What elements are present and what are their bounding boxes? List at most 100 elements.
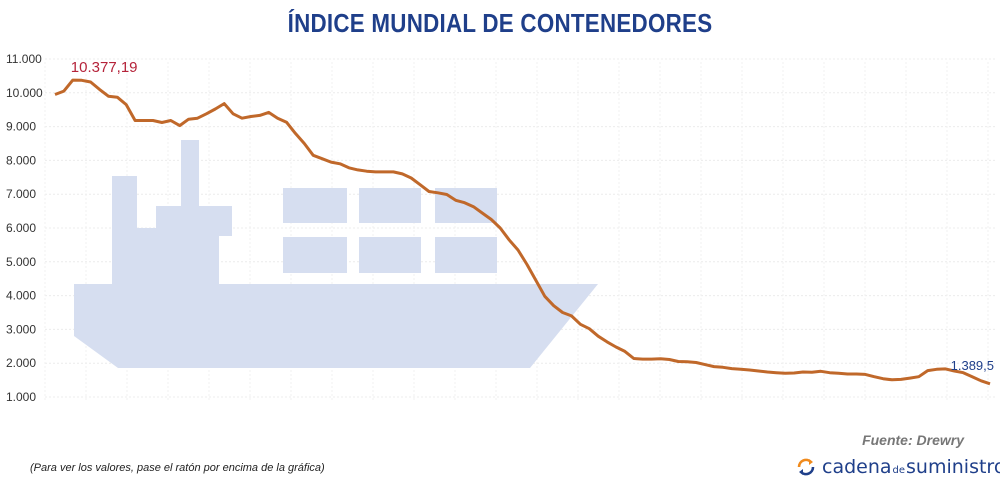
data-point[interactable] [470,203,478,211]
data-point[interactable] [906,374,914,382]
data-point[interactable] [648,355,656,363]
data-point[interactable] [870,373,878,381]
data-point[interactable] [603,338,611,346]
data-point[interactable] [122,101,130,109]
data-point[interactable] [532,276,540,284]
data-point[interactable] [683,358,691,366]
data-point[interactable] [754,367,762,375]
data-point[interactable] [363,167,371,175]
data-point[interactable] [879,375,887,383]
data-point[interactable] [300,140,308,148]
data-point[interactable] [844,370,852,378]
data-point[interactable] [425,187,433,195]
data-point[interactable] [941,365,949,373]
data-point[interactable] [452,196,460,204]
data-point[interactable] [327,158,335,166]
data-point[interactable] [888,376,896,384]
data-point[interactable] [541,292,549,300]
data-point[interactable] [265,108,273,116]
data-point[interactable] [630,354,638,362]
data-point[interactable] [380,168,388,176]
data-point[interactable] [345,164,353,172]
data-point[interactable] [372,168,380,176]
data-point[interactable] [354,166,362,174]
data-point[interactable] [505,236,513,244]
data-point[interactable] [274,114,282,122]
data-point[interactable] [291,129,299,137]
data-point[interactable] [968,373,976,381]
data-point[interactable] [202,110,210,118]
data-point[interactable] [229,110,237,118]
data-point[interactable] [283,118,291,126]
data-point[interactable] [78,76,86,84]
data-point[interactable] [176,122,184,130]
data-point[interactable] [924,367,932,375]
data-point[interactable] [977,377,985,385]
data-point[interactable] [318,155,326,163]
data-point[interactable] [817,367,825,375]
series-line-index[interactable] [54,78,991,386]
data-point[interactable] [256,111,264,119]
data-point[interactable] [674,358,682,366]
data-point[interactable] [781,369,789,377]
data-point[interactable] [639,355,647,363]
data-point[interactable] [113,93,121,101]
data-point[interactable] [933,365,941,373]
data-point[interactable] [594,332,602,340]
data-point[interactable] [487,216,495,224]
data-point[interactable] [826,369,834,377]
data-point[interactable] [719,363,727,371]
data-point[interactable] [96,85,104,93]
data-point[interactable] [799,368,807,376]
data-point[interactable] [51,90,59,98]
data-point[interactable] [238,114,246,122]
data-point[interactable] [986,380,994,388]
data-point[interactable] [728,365,736,373]
data-point[interactable] [852,370,860,378]
data-point[interactable] [167,117,175,125]
data-point[interactable] [478,209,486,217]
data-point[interactable] [60,87,68,95]
data-point[interactable] [567,312,575,320]
data-point[interactable] [550,302,558,310]
data-point[interactable] [763,368,771,376]
data-point[interactable] [131,117,139,125]
data-point[interactable] [710,363,718,371]
line-chart[interactable]: 1.000 2.000 3.000 4.000 5.000 6.000 7.000 8.000… [0,0,1000,430]
data-point[interactable] [398,170,406,178]
data-point[interactable] [612,343,620,351]
data-point[interactable] [140,117,148,125]
data-point[interactable] [576,320,584,328]
data-point[interactable] [621,347,629,355]
data-point[interactable] [808,368,816,376]
data-point[interactable] [772,369,780,377]
data-point[interactable] [915,373,923,381]
data-point[interactable] [790,369,798,377]
data-point[interactable] [247,112,255,120]
data-point[interactable] [389,168,397,176]
data-point[interactable] [692,359,700,367]
data-point[interactable] [434,189,442,197]
data-point[interactable] [193,114,201,122]
data-point[interactable] [407,174,415,182]
data-point[interactable] [665,355,673,363]
data-point[interactable] [737,365,745,373]
data-point[interactable] [211,105,219,113]
data-point[interactable] [336,160,344,168]
data-point[interactable] [443,191,451,199]
data-point[interactable] [523,261,531,269]
data-point[interactable] [861,370,869,378]
data-point[interactable] [309,151,317,159]
data-point[interactable] [657,355,665,363]
data-point[interactable] [897,375,905,383]
data-point[interactable] [69,76,77,84]
data-point[interactable] [220,100,228,108]
data-point[interactable] [496,224,504,232]
data-point[interactable] [746,366,754,374]
data-point[interactable] [559,309,567,317]
data-point[interactable] [104,92,112,100]
data-point[interactable] [185,115,193,123]
data-point[interactable] [461,199,469,207]
data-point[interactable] [149,117,157,125]
data-point[interactable] [585,325,593,333]
